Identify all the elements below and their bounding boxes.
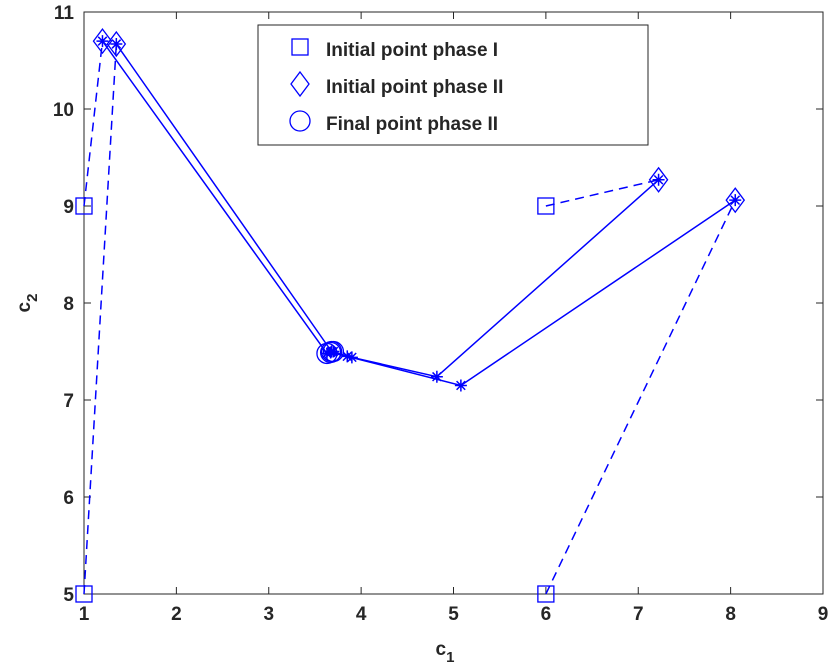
- phase1-line: [545, 199, 736, 595]
- star-marker: [110, 38, 123, 51]
- square-marker: [75, 197, 93, 215]
- x-tick-label: 8: [725, 604, 736, 625]
- x-tick-label: 2: [171, 604, 182, 625]
- x-tick-label: 6: [541, 604, 552, 625]
- star-marker: [652, 173, 665, 186]
- x-axis-label-main: c: [436, 639, 447, 660]
- y-tick-label: 11: [54, 3, 75, 24]
- star-marker: [454, 379, 467, 392]
- legend-label: Initial point phase I: [326, 40, 498, 61]
- phase1-line: [545, 179, 659, 207]
- star-marker: [324, 346, 337, 359]
- diamond-marker: [106, 30, 127, 58]
- phase2-line: [115, 43, 333, 352]
- square-marker: [75, 585, 93, 603]
- circle-marker: [322, 340, 345, 363]
- y-tick-label: 9: [63, 197, 74, 218]
- star-marker: [341, 350, 354, 363]
- legend-label: Final point phase II: [326, 114, 498, 135]
- star-marker: [320, 347, 333, 360]
- legend-box: [257, 24, 649, 146]
- x-tick-label: 5: [448, 604, 459, 625]
- phase1-line: [83, 43, 118, 595]
- x-tick-label: 1: [79, 604, 90, 625]
- x-axis-label-sub: 1: [446, 649, 454, 666]
- star-marker: [729, 194, 742, 207]
- y-axis-label-sub: 2: [24, 294, 41, 302]
- circle-marker: [289, 110, 311, 132]
- square-marker: [537, 585, 555, 603]
- star-marker: [327, 345, 340, 358]
- x-tick-label: 7: [633, 604, 644, 625]
- phase1-line: [83, 41, 104, 207]
- phase2-line: [333, 199, 736, 387]
- x-tick-label: 9: [818, 604, 829, 625]
- y-tick-label: 10: [53, 100, 74, 121]
- x-tick-label: 4: [356, 604, 367, 625]
- phase2-line: [101, 40, 328, 354]
- diamond-marker: [725, 187, 746, 214]
- y-tick-label: 5: [63, 585, 74, 606]
- diamond-marker: [648, 166, 669, 193]
- square-marker: [537, 197, 555, 215]
- y-axis-label: c2: [14, 294, 41, 313]
- legend-label: Initial point phase II: [326, 77, 503, 98]
- legend: Initial point phase I Initial point phase…: [257, 24, 649, 146]
- y-tick-label: 6: [63, 488, 74, 509]
- y-axis-label-main: c: [14, 301, 35, 312]
- x-axis-label: c1: [436, 639, 455, 666]
- star-marker: [96, 35, 109, 48]
- phase2-line: [330, 179, 660, 378]
- y-tick-label: 8: [63, 294, 74, 315]
- diamond-marker: [290, 70, 310, 98]
- x-tick-label: 3: [263, 604, 274, 625]
- star-marker: [430, 370, 443, 383]
- y-tick-label: 7: [63, 391, 74, 412]
- square-marker: [291, 38, 309, 56]
- diamond-marker: [92, 28, 113, 55]
